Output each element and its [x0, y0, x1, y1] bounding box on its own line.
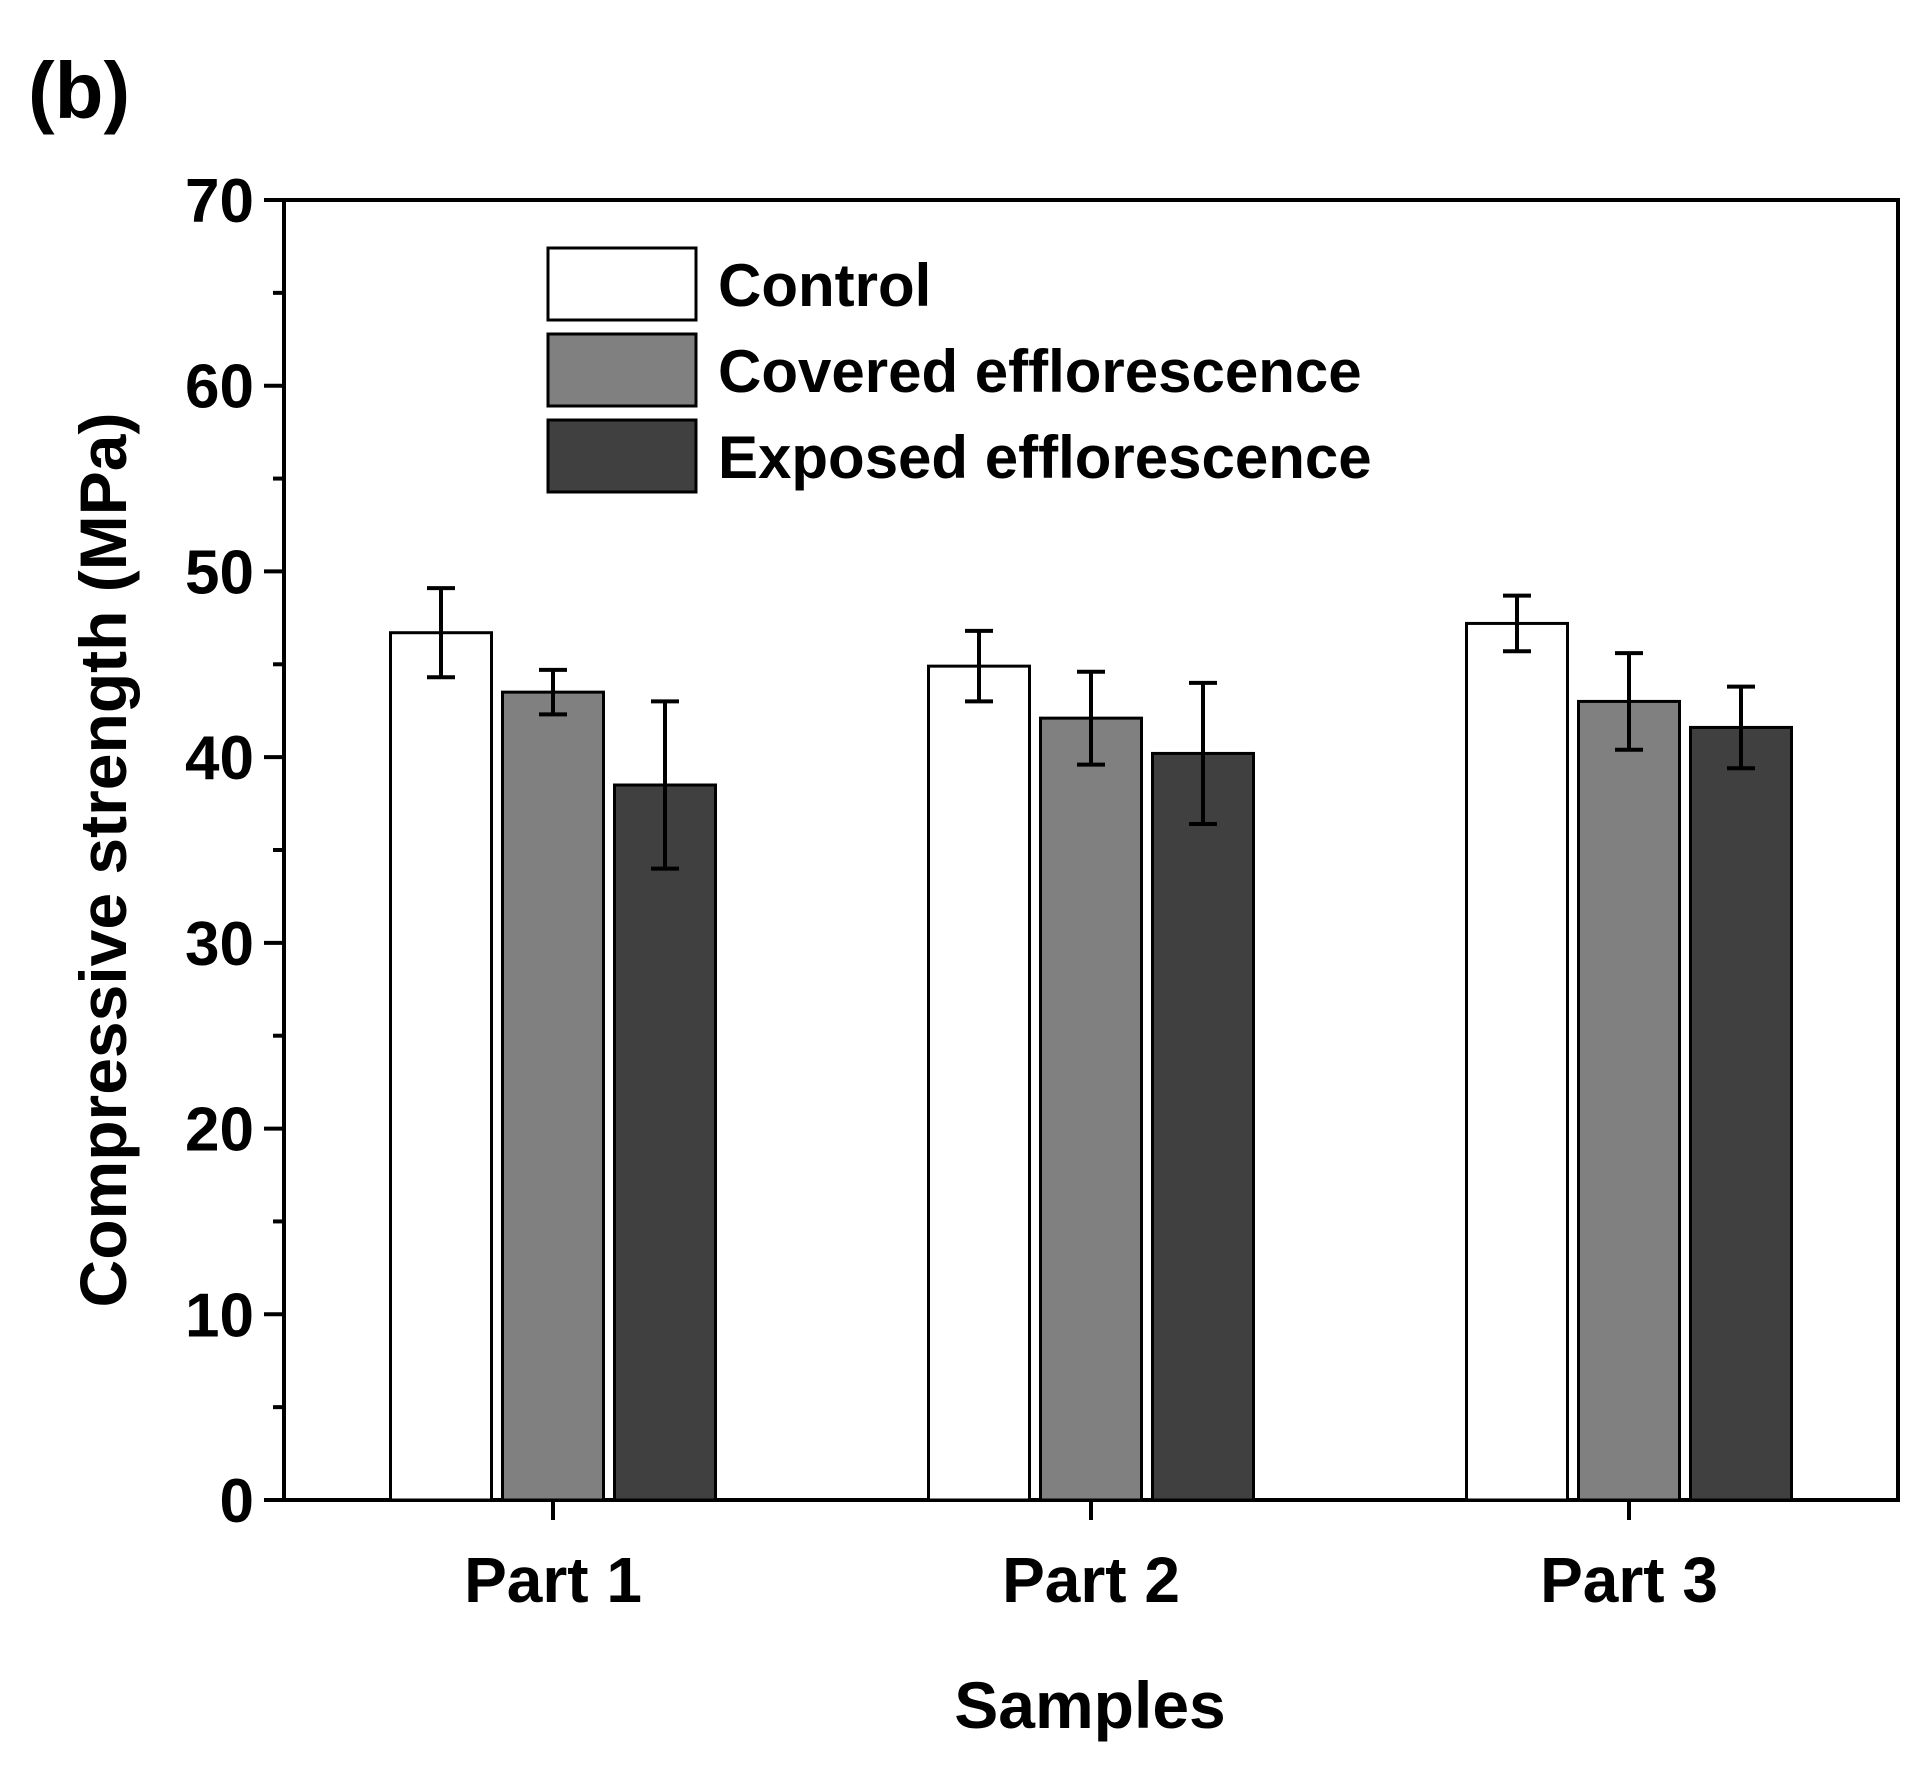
legend-label: Control	[718, 252, 931, 319]
y-axis: 0 10 20 30 40 50 60 70	[185, 167, 284, 1536]
legend: Control Covered efflorescence Exposed effl…	[546, 246, 1372, 494]
bar	[501, 690, 605, 1502]
y-tick-label: 0	[220, 1467, 254, 1536]
legend-swatch	[546, 418, 698, 494]
bar	[927, 664, 1031, 1502]
y-tick-label: 60	[185, 353, 254, 422]
bar	[1465, 621, 1569, 1502]
legend-label: Exposed efflorescence	[718, 424, 1372, 491]
y-tick-label: 50	[185, 538, 254, 607]
y-tick-label: 70	[185, 167, 254, 236]
x-axis-label: Samples	[954, 1668, 1225, 1742]
legend-swatch	[546, 246, 698, 322]
bar	[1689, 725, 1793, 1502]
bar	[613, 783, 717, 1502]
legend-swatch	[546, 332, 698, 408]
x-tick-label: Part 3	[1540, 1544, 1718, 1616]
bar	[1577, 699, 1681, 1502]
y-tick-label: 20	[185, 1096, 254, 1165]
bar	[389, 631, 493, 1502]
x-tick-label: Part 2	[1002, 1544, 1180, 1616]
y-axis-label: Compressive strength (MPa)	[66, 413, 140, 1308]
bar-series	[389, 586, 1793, 1502]
y-tick-label: 30	[185, 910, 254, 979]
x-axis: Part 1 Part 2 Part 3	[464, 1500, 1718, 1616]
y-tick-label: 40	[185, 724, 254, 793]
panel-label: (b)	[28, 46, 130, 135]
bar	[1039, 716, 1143, 1502]
y-tick-label: 10	[185, 1281, 254, 1350]
bar	[1151, 751, 1255, 1502]
x-tick-label: Part 1	[464, 1544, 642, 1616]
legend-label: Covered efflorescence	[718, 338, 1362, 405]
